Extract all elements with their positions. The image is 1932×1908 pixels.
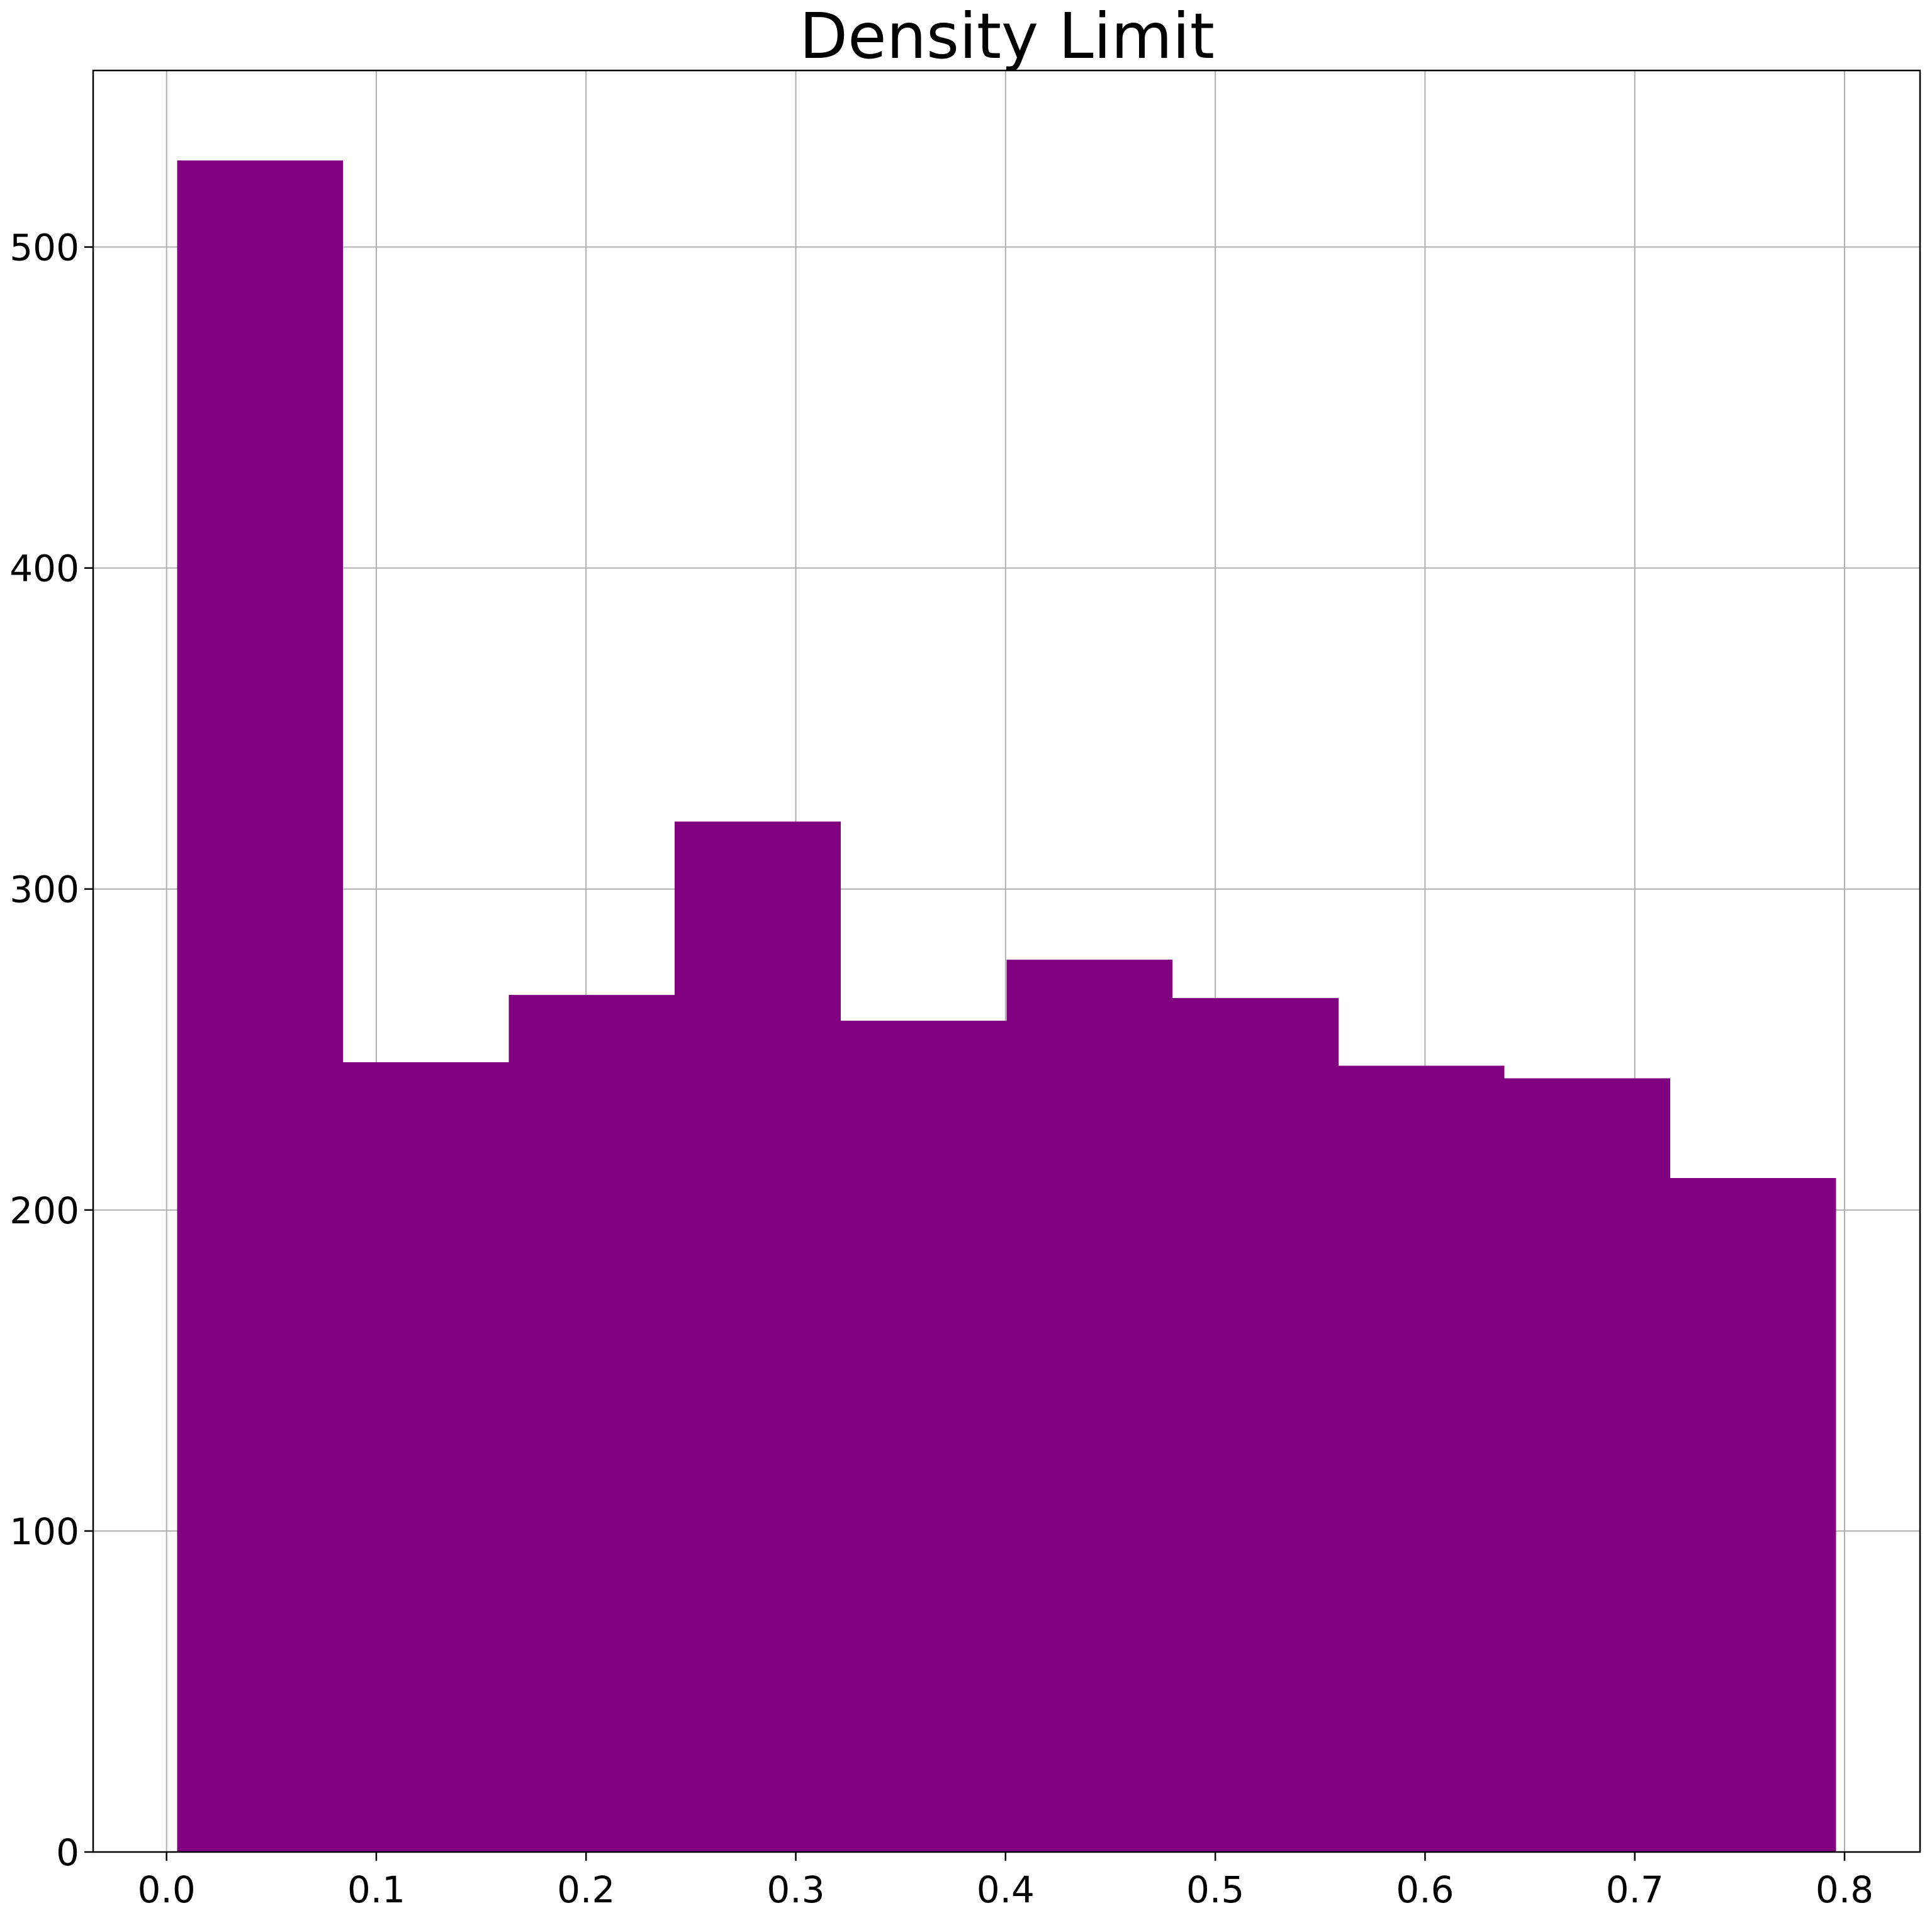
x-tick-label: 0.5 — [1186, 1868, 1244, 1908]
histogram-bar — [1172, 998, 1339, 1852]
y-tick-label: 200 — [9, 1189, 79, 1232]
x-tick-label: 0.3 — [767, 1868, 824, 1908]
x-tick-label: 0.6 — [1396, 1868, 1454, 1908]
y-tick-label: 100 — [9, 1510, 79, 1553]
histogram-bar — [840, 1020, 1007, 1852]
y-tick-label: 500 — [9, 227, 79, 269]
x-axis: 0.0 0.1 0.2 0.3 0.4 0.5 0.6 0.7 0.8 — [138, 1852, 1873, 1908]
histogram-bar — [1670, 1177, 1836, 1852]
bars-layer — [177, 160, 1836, 1853]
y-tick-label: 0 — [56, 1831, 79, 1874]
histogram-bar — [508, 995, 675, 1852]
histogram-bar — [1338, 1065, 1505, 1852]
plot-frame — [92, 69, 1921, 1853]
chart-title: Density Limit — [799, 0, 1215, 73]
y-tick-label: 400 — [9, 547, 79, 590]
histogram-bar — [177, 160, 343, 1853]
histogram-bar — [1006, 959, 1173, 1852]
x-tick-label: 0.1 — [347, 1868, 405, 1908]
x-tick-label: 0.2 — [557, 1868, 615, 1908]
histogram-bar — [675, 821, 841, 1852]
y-tick-label: 300 — [9, 868, 79, 911]
x-tick-label: 0.4 — [977, 1868, 1035, 1908]
y-axis: 0 100 200 300 400 500 — [9, 227, 93, 1874]
histogram-bar — [342, 1062, 509, 1852]
histogram-bar — [1504, 1078, 1671, 1852]
x-tick-label: 0.0 — [138, 1868, 196, 1908]
x-tick-label: 0.7 — [1606, 1868, 1664, 1908]
x-tick-label: 0.8 — [1816, 1868, 1873, 1908]
